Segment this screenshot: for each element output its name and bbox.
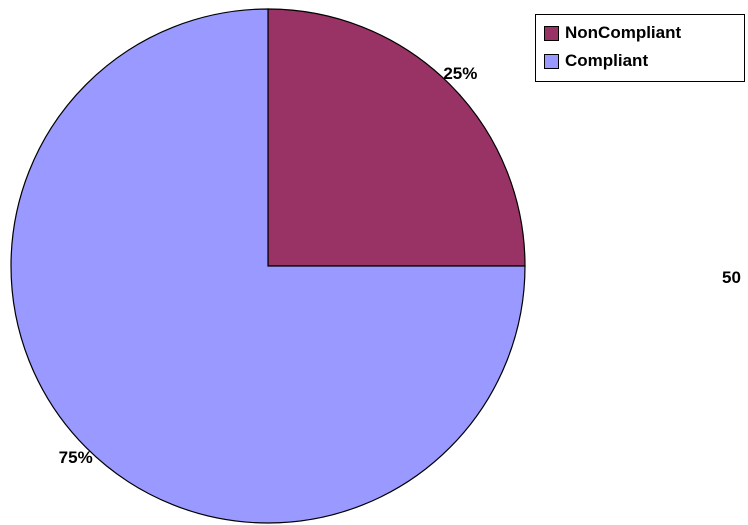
legend-swatch-noncompliant bbox=[544, 25, 559, 41]
legend-item-compliant: Compliant bbox=[544, 47, 744, 75]
side-value-label: 50 bbox=[722, 268, 741, 287]
slice-label-compliant: 75% bbox=[58, 448, 93, 468]
pie-slice-noncompliant bbox=[267, 8, 526, 267]
slice-label-noncompliant: 25% bbox=[443, 63, 478, 83]
pie-slice-compliant bbox=[10, 8, 526, 524]
legend: NonCompliant Compliant bbox=[535, 14, 745, 82]
legend-item-noncompliant: NonCompliant bbox=[544, 19, 744, 47]
legend-label-noncompliant: NonCompliant bbox=[565, 23, 682, 42]
legend-label-compliant: Compliant bbox=[565, 51, 649, 70]
legend-swatch-compliant bbox=[544, 53, 559, 69]
